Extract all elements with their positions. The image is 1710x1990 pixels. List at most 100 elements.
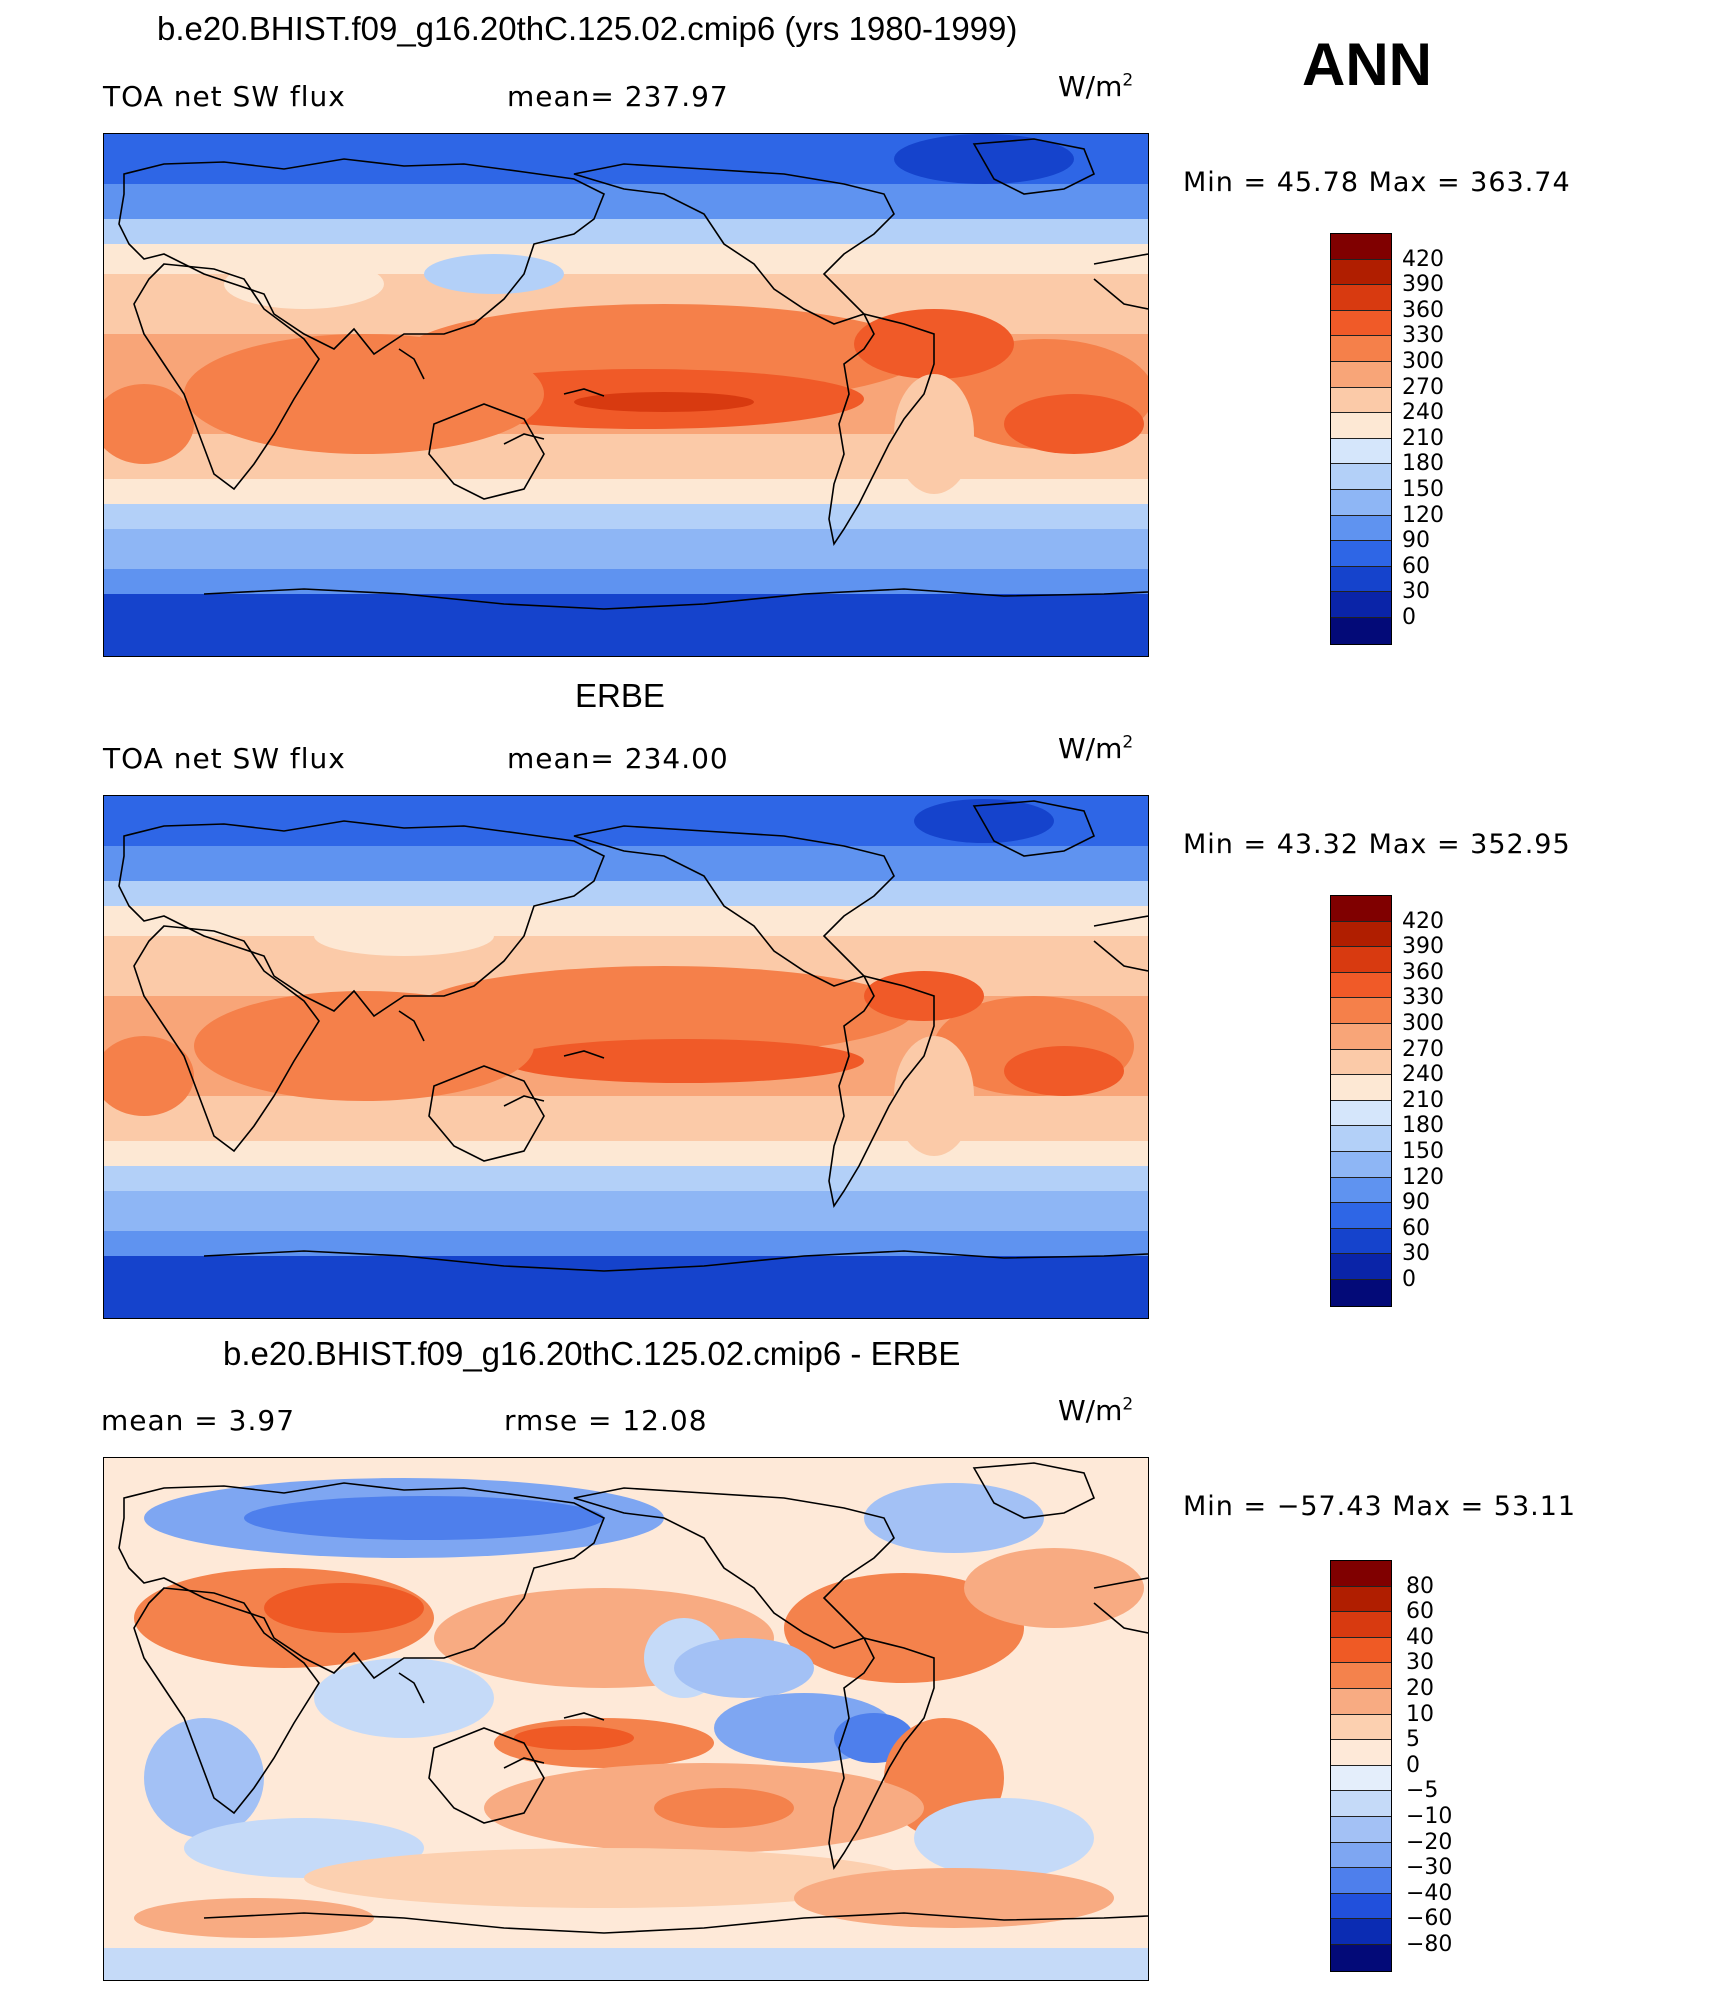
colorbar-swatch [1331, 896, 1391, 922]
model-flux-patches [104, 134, 1148, 494]
colorbar-tick-label: 390 [1402, 272, 1444, 298]
colorbar-tick-label: 270 [1402, 374, 1444, 400]
panel-model-map [103, 133, 1149, 657]
panel-obs-variable-label: TOA net SW flux [103, 742, 346, 775]
panel-model-mean-label: mean= 237.97 [507, 80, 729, 113]
colorbar-swatch [1331, 617, 1391, 644]
colorbar-swatch [1331, 1612, 1391, 1638]
colorbar-swatch [1331, 1663, 1391, 1689]
colorbar-swatch [1331, 438, 1391, 465]
colorbar-swatch [1331, 464, 1391, 490]
colorbar-tick-label: 30 [1402, 1241, 1430, 1267]
colorbar-tick-label: 390 [1402, 934, 1444, 960]
diff-coastlines [118, 1462, 1148, 1934]
obs-coastlines [118, 800, 1148, 1272]
colorbar-swatch [1331, 1919, 1391, 1945]
colorbar-swatch [1331, 998, 1391, 1024]
colorbar-swatch [1331, 1637, 1391, 1664]
colorbar-tick-label: 0 [1402, 1267, 1416, 1292]
colorbar-swatch [1331, 1228, 1391, 1255]
season-label: ANN [1302, 31, 1432, 98]
colorbar-swatch [1331, 1203, 1391, 1229]
colorbar-tick-label: 40 [1406, 1624, 1434, 1650]
colorbar-swatch [1331, 1254, 1391, 1280]
colorbar-swatch [1331, 921, 1391, 948]
colorbar-swatch [1331, 1075, 1391, 1101]
colorbar-swatch [1331, 592, 1391, 618]
panel-model-variable-label: TOA net SW flux [103, 80, 346, 113]
colorbar-swatch [1331, 1740, 1391, 1766]
colorbar-swatch [1331, 1842, 1391, 1869]
colorbar-tick-label: 5 [1406, 1727, 1420, 1753]
colorbar-tick-label: −60 [1406, 1906, 1453, 1932]
panel-diff-map [103, 1457, 1149, 1981]
panel-model-minmax: Min = 45.78 Max = 363.74 [1183, 167, 1571, 198]
colorbar-tick-label: 360 [1402, 297, 1444, 323]
panel-diff-title: b.e20.BHIST.f09_g16.20thC.125.02.cmip6 -… [223, 1335, 961, 1372]
colorbar-swatch [1331, 1126, 1391, 1152]
colorbar-swatch [1331, 1868, 1391, 1894]
colorbar-tick-label: 180 [1402, 451, 1444, 477]
colorbar-swatch [1331, 972, 1391, 999]
colorbar-tick-label: 30 [1406, 1650, 1434, 1676]
colorbar-tick-label: 80 [1406, 1573, 1434, 1599]
colorbar-swatch [1331, 1688, 1391, 1715]
colorbar-swatch [1331, 541, 1391, 567]
colorbar-swatch [1331, 566, 1391, 593]
panel-diff-mean-label: mean = 3.97 [101, 1404, 296, 1437]
colorbar-swatch [1331, 1049, 1391, 1076]
colorbar-swatch [1331, 234, 1391, 260]
colorbar-tick-label: 90 [1402, 528, 1430, 554]
colorbar-tick-label: 180 [1402, 1113, 1444, 1139]
panel-model-units: W/m2 [1058, 70, 1134, 103]
panel-obs-map [103, 795, 1149, 1319]
colorbar-tick-label: 240 [1402, 1062, 1444, 1088]
colorbar-swatch [1331, 1944, 1391, 1971]
colorbar-swatch [1331, 1561, 1391, 1587]
panel-obs-minmax: Min = 43.32 Max = 352.95 [1183, 829, 1571, 860]
colorbar-swatch [1331, 259, 1391, 286]
colorbar-swatch [1331, 285, 1391, 311]
panel-diff-units: W/m2 [1058, 1394, 1134, 1427]
colorbar-tick-label: 60 [1406, 1599, 1434, 1625]
colorbar-tick-label: 30 [1402, 579, 1430, 605]
colorbar-tick-label: 210 [1402, 1087, 1444, 1113]
panel-obs-units: W/m2 [1058, 732, 1134, 765]
panel-diff-colorbar [1330, 1560, 1392, 1972]
colorbar-swatch [1331, 1791, 1391, 1817]
colorbar-swatch [1331, 1023, 1391, 1050]
colorbar-tick-label: 120 [1402, 1164, 1444, 1190]
colorbar-swatch [1331, 310, 1391, 337]
colorbar-tick-label: −20 [1406, 1829, 1453, 1855]
colorbar-tick-label: 300 [1402, 349, 1444, 374]
colorbar-tick-label: 20 [1406, 1676, 1434, 1701]
panel-model-colorbar [1330, 233, 1392, 645]
colorbar-tick-label: 0 [1402, 605, 1416, 630]
colorbar-tick-label: 240 [1402, 400, 1444, 426]
panel-obs-title: ERBE [575, 677, 665, 714]
panel-obs-colorbar [1330, 895, 1392, 1307]
colorbar-tick-label: −30 [1406, 1855, 1453, 1881]
colorbar-tick-label: −40 [1406, 1880, 1453, 1906]
colorbar-swatch [1331, 515, 1391, 542]
colorbar-swatch [1331, 1586, 1391, 1613]
colorbar-tick-label: 10 [1406, 1701, 1434, 1727]
colorbar-swatch [1331, 1816, 1391, 1843]
colorbar-swatch [1331, 1893, 1391, 1920]
colorbar-tick-label: −80 [1406, 1932, 1453, 1957]
colorbar-tick-label: 150 [1402, 1139, 1444, 1164]
colorbar-swatch [1331, 1714, 1391, 1741]
colorbar-tick-label: 420 [1402, 908, 1444, 934]
diff-patches [104, 1458, 1148, 1980]
colorbar-swatch [1331, 387, 1391, 414]
obs-flux-patches [104, 799, 1134, 1156]
colorbar-tick-label: 300 [1402, 1011, 1444, 1036]
colorbar-tick-label: 90 [1402, 1190, 1430, 1216]
colorbar-swatch [1331, 413, 1391, 439]
colorbar-tick-label: 210 [1402, 425, 1444, 451]
colorbar-swatch [1331, 1100, 1391, 1127]
colorbar-swatch [1331, 489, 1391, 516]
colorbar-tick-label: −10 [1406, 1804, 1453, 1829]
colorbar-tick-label: 120 [1402, 502, 1444, 528]
colorbar-tick-label: 420 [1402, 246, 1444, 272]
